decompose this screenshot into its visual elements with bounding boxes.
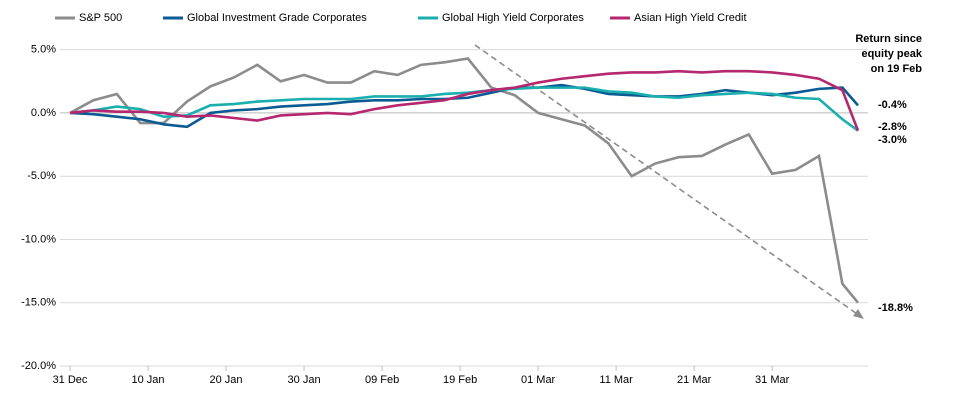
end-label: -18.8% [878, 302, 913, 314]
x-tick-label: 20 Jan [210, 374, 243, 386]
series-line [69, 83, 859, 129]
x-tick-label: 31 Mar [755, 374, 790, 386]
annotation: Return since [855, 33, 922, 45]
y-tick-label: -20.0% [21, 360, 56, 372]
end-label: -0.4% [878, 99, 907, 111]
x-tick-label: 19 Feb [443, 374, 477, 386]
legend-label: Global High Yield Corporates [442, 12, 584, 24]
x-tick-label: 31 Dec [53, 374, 88, 386]
y-tick-label: 0.0% [31, 107, 56, 119]
y-tick-label: -15.0% [21, 297, 56, 309]
trend-arrow-head [853, 309, 864, 319]
legend-label: Asian High Yield Credit [634, 12, 747, 24]
legend-label: Global Investment Grade Corporates [187, 12, 367, 24]
x-tick-label: 10 Jan [132, 374, 165, 386]
legend-label: S&P 500 [79, 12, 122, 24]
x-tick-label: 09 Feb [365, 374, 399, 386]
x-tick-label: 11 Mar [599, 374, 633, 386]
series-line [69, 69, 860, 132]
y-tick-label: -5.0% [27, 170, 56, 182]
y-tick-label: -10.0% [21, 233, 56, 245]
y-tick-label: 5.0% [31, 44, 56, 56]
x-tick-label: 30 Jan [288, 374, 321, 386]
annotation: on 19 Feb [871, 63, 923, 75]
end-label: -2.8% [878, 121, 907, 133]
trend-arrow [474, 44, 861, 317]
x-tick-label: 21 Mar [677, 374, 712, 386]
annotation: equity peak [861, 48, 922, 60]
series-line [69, 57, 860, 304]
x-tick-label: 01 Mar [521, 374, 556, 386]
end-label: -3.0% [878, 134, 907, 146]
